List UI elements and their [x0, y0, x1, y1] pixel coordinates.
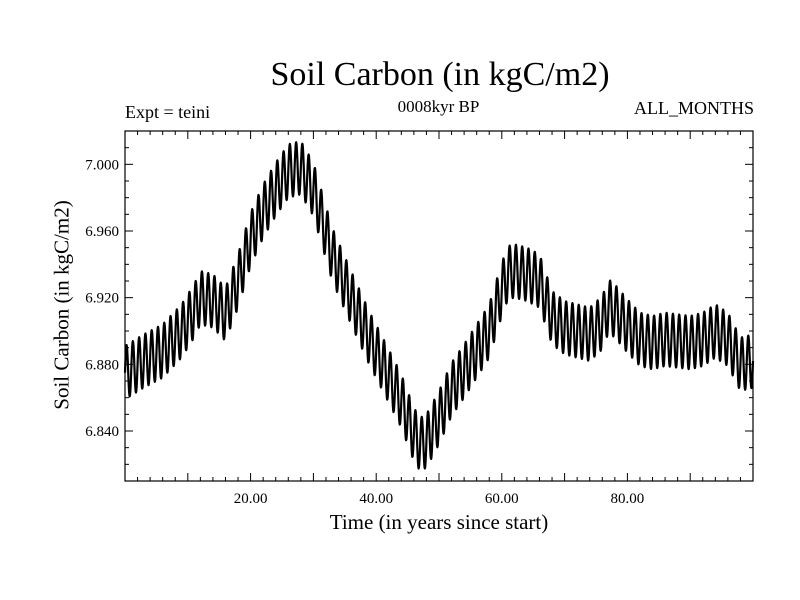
x-tick-label: 80.00 — [611, 491, 645, 507]
x-tick-label: 60.00 — [485, 491, 519, 507]
tick-labels: 20.00 40.00 60.00 80.00 6.840 6.880 6.920 6.960… — [85, 157, 644, 507]
y-tick-label: 6.960 — [85, 224, 119, 240]
chart-subtitle: 0008kyr BP — [397, 97, 480, 116]
y-tick-label: 7.000 — [85, 157, 119, 173]
chart-title: Soil Carbon (in kgC/m2) — [270, 56, 610, 93]
y-tick-label: 6.880 — [85, 357, 119, 373]
experiment-label: Expt = teini — [125, 102, 211, 122]
x-tick-label: 40.00 — [359, 491, 393, 507]
plot-frame — [124, 130, 754, 482]
series-line-soil-carbon — [123, 141, 755, 470]
y-tick-label: 6.920 — [85, 291, 119, 307]
period-label: ALL_MONTHS — [634, 98, 754, 118]
y-axis-label: Soil Carbon (in kgC/m2) — [49, 200, 74, 410]
y-tick-label: 6.840 — [85, 424, 119, 440]
x-tick-label: 20.00 — [234, 491, 268, 507]
x-axis-label: Time (in years since start) — [329, 510, 549, 534]
